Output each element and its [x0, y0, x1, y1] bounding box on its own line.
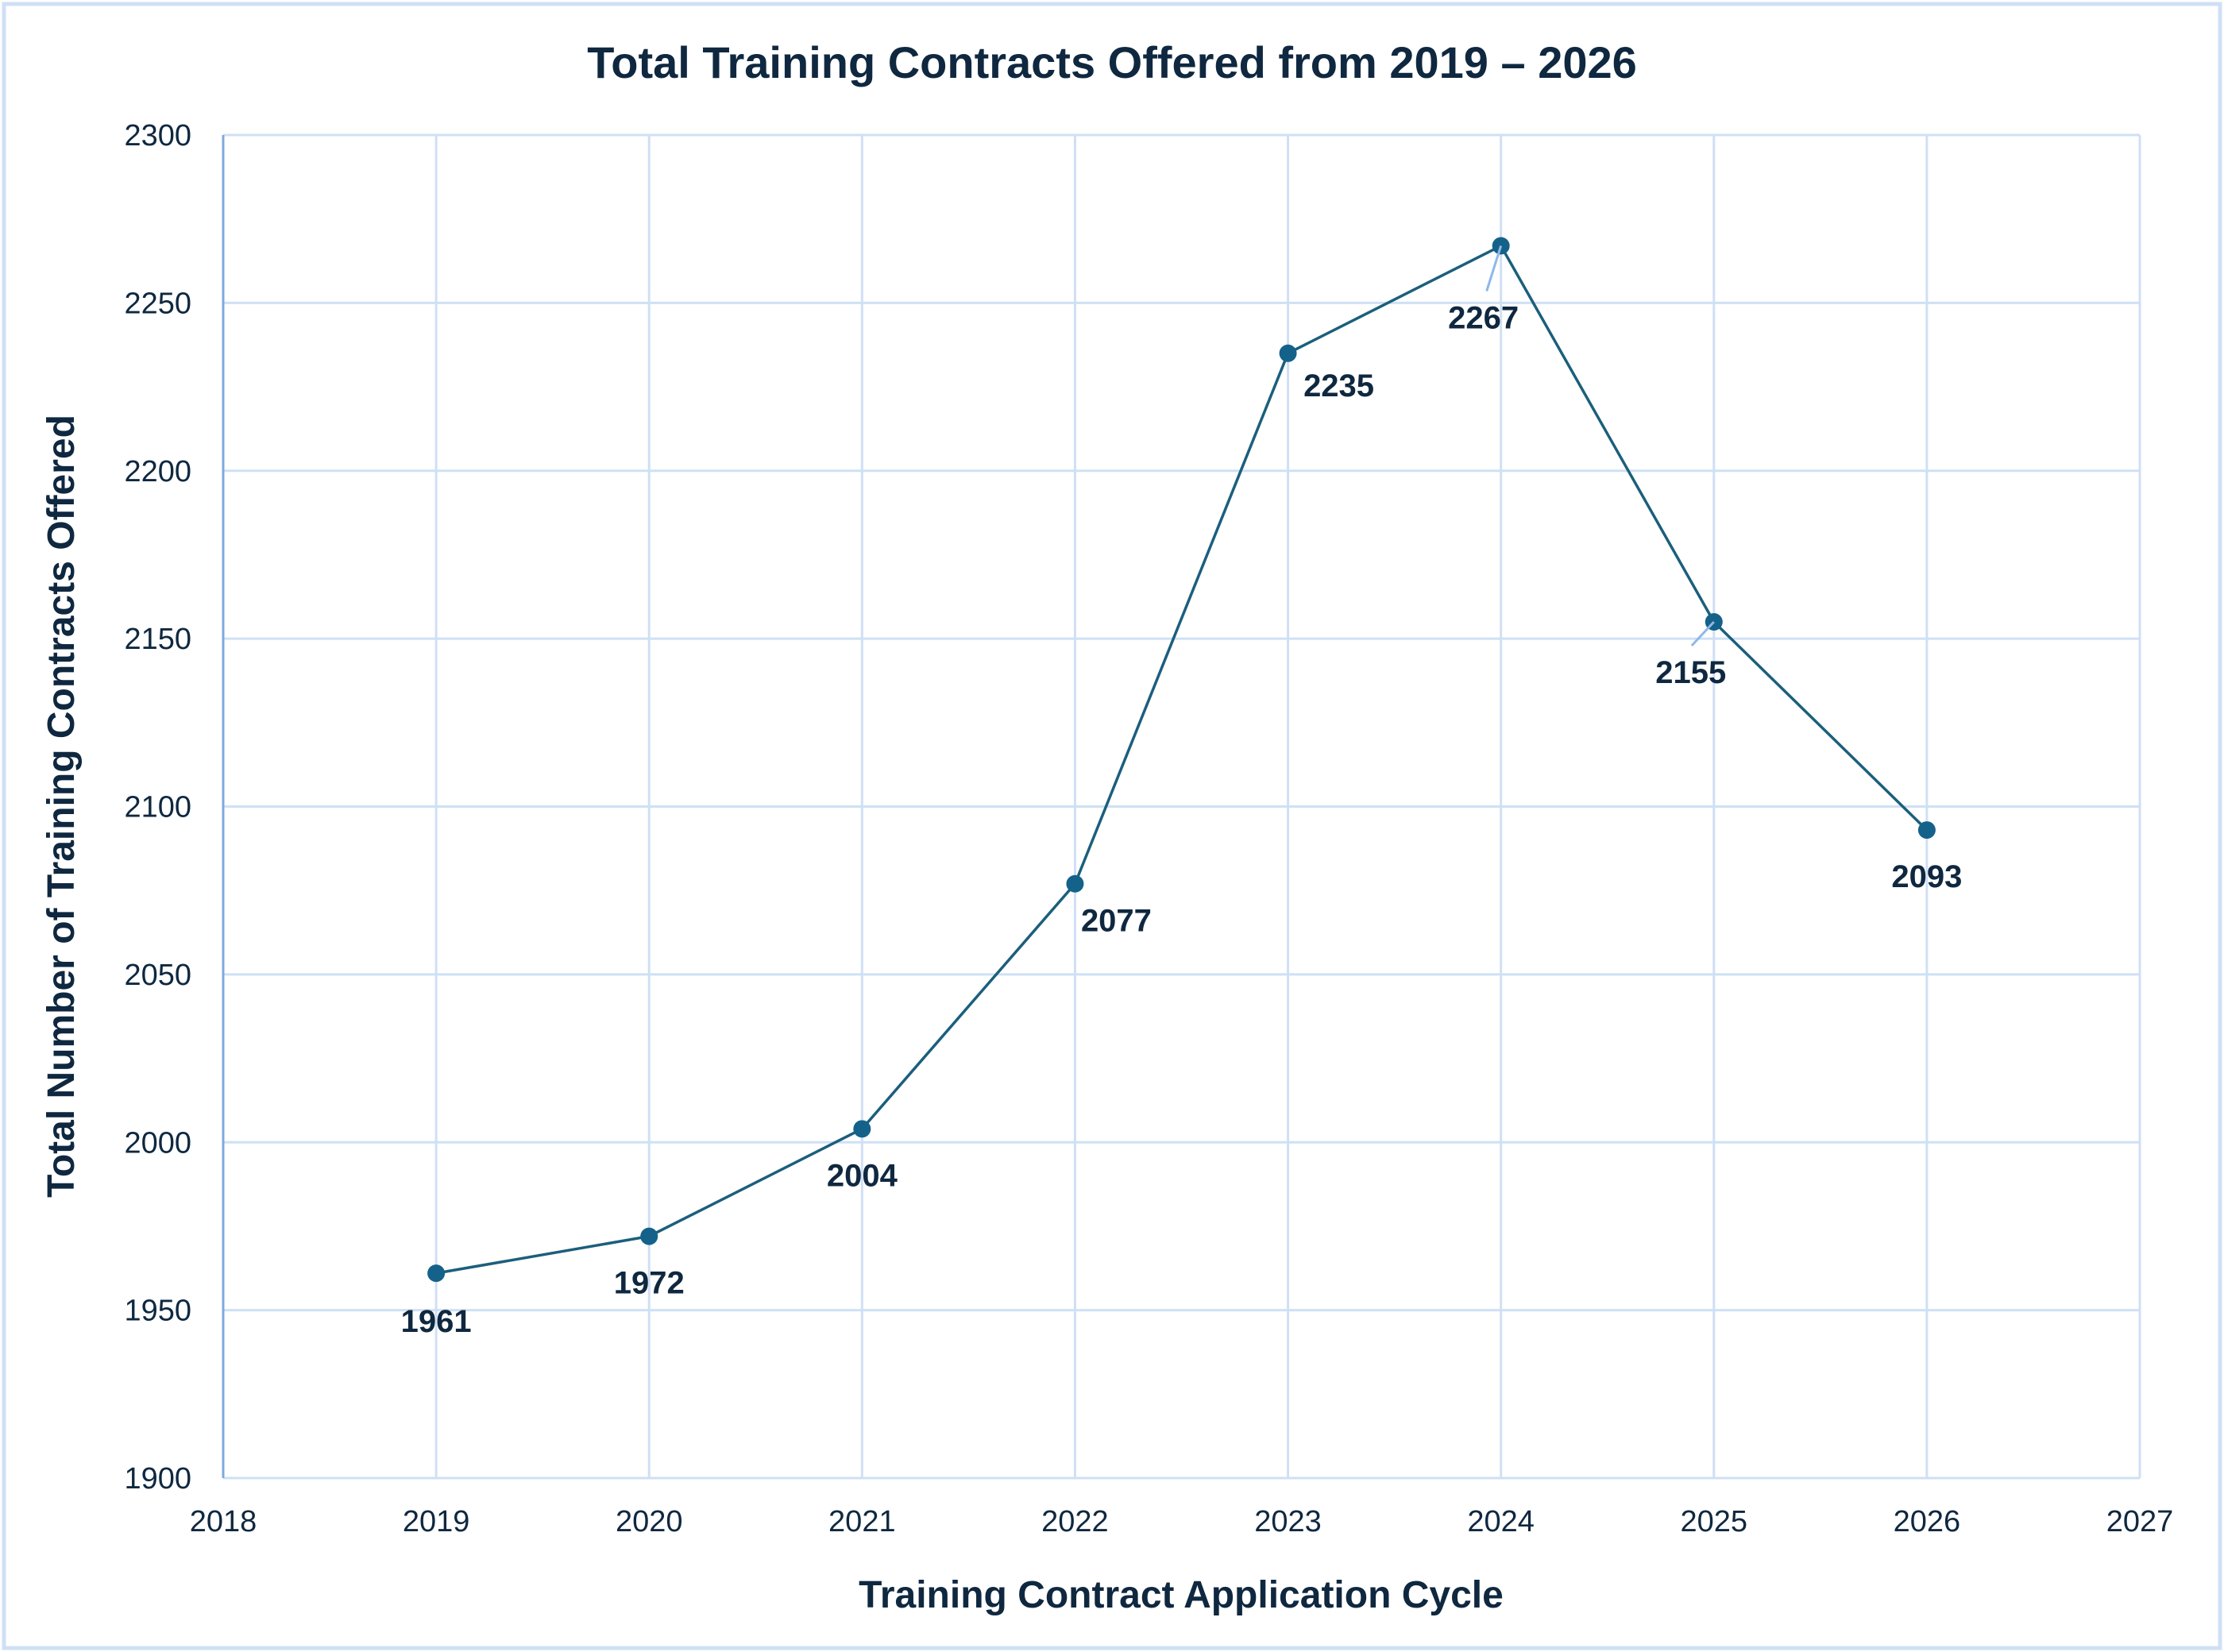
- label-leader-line: [1690, 620, 1715, 647]
- data-label: 2155: [1655, 655, 1726, 690]
- y-tick-label: 2100: [124, 791, 191, 824]
- x-tick-label: 2018: [190, 1505, 257, 1538]
- series-line: [435, 244, 1929, 1275]
- data-label: 1972: [614, 1266, 685, 1301]
- data-label: 2077: [1081, 904, 1152, 939]
- x-tick-label: 2022: [1041, 1505, 1109, 1538]
- x-tick-label: 2026: [1894, 1505, 1961, 1538]
- y-tick-label: 2200: [124, 455, 191, 488]
- x-tick-label: 2023: [1254, 1505, 1322, 1538]
- data-label: 1961: [401, 1304, 472, 1339]
- y-tick-label: 1900: [124, 1462, 191, 1496]
- label-leader-line: [1485, 245, 1503, 291]
- data-label: 2235: [1303, 369, 1374, 403]
- y-tick-label: 1950: [124, 1295, 191, 1328]
- x-tick-label: 2025: [1681, 1505, 1748, 1538]
- y-tick-label: 2250: [124, 287, 191, 320]
- y-axis-title: Total Number of Training Contracts Offer…: [41, 415, 83, 1198]
- data-point-marker: [1066, 874, 1084, 893]
- x-tick-label: 2020: [616, 1505, 683, 1538]
- x-axis-title: Training Contract Application Cycle: [859, 1574, 1504, 1616]
- y-tick-label: 2050: [124, 959, 191, 992]
- y-tick-label: 2000: [124, 1126, 191, 1160]
- chart-title: Total Training Contracts Offered from 20…: [587, 37, 1637, 87]
- x-tick-label: 2027: [2106, 1505, 2174, 1538]
- data-label: 2267: [1448, 301, 1519, 336]
- data-point-marker: [427, 1264, 446, 1283]
- data-point-marker: [640, 1227, 658, 1245]
- x-tick-label: 2019: [403, 1505, 470, 1538]
- data-label: 2093: [1891, 859, 1962, 894]
- x-tick-label: 2024: [1467, 1505, 1535, 1538]
- data-point-marker: [1279, 344, 1297, 362]
- data-point-marker: [853, 1120, 871, 1138]
- data-point-marker: [1917, 821, 1936, 840]
- x-tick-label: 2021: [828, 1505, 896, 1538]
- y-tick-label: 2150: [124, 623, 191, 656]
- y-tick-label: 2300: [124, 119, 191, 152]
- data-label: 2004: [827, 1158, 898, 1193]
